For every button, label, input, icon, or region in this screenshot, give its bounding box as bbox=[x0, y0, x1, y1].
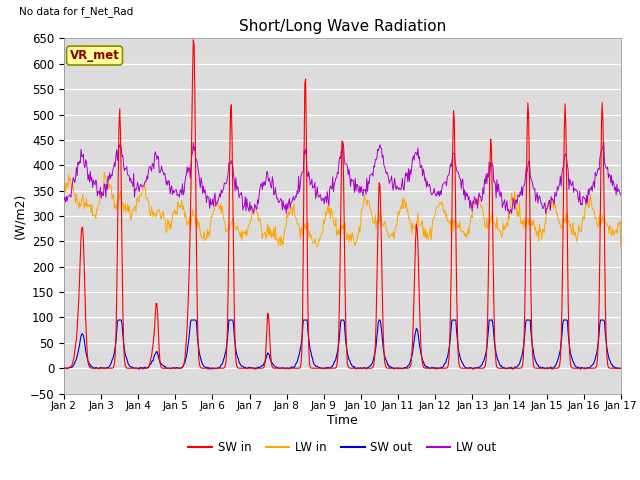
SW in bbox=[282, 365, 290, 371]
LW in bbox=[412, 226, 419, 232]
LW out bbox=[214, 198, 222, 204]
SW in bbox=[189, 37, 197, 43]
Line: LW out: LW out bbox=[64, 143, 621, 214]
LW out bbox=[506, 211, 513, 216]
SW in bbox=[127, 365, 135, 371]
SW out bbox=[60, 365, 68, 371]
LW out bbox=[127, 180, 135, 185]
Title: Short/Long Wave Radiation: Short/Long Wave Radiation bbox=[239, 20, 446, 35]
LW out bbox=[189, 140, 197, 145]
LW out bbox=[617, 192, 625, 198]
LW out bbox=[428, 191, 435, 197]
SW out bbox=[617, 366, 625, 372]
SW in bbox=[428, 365, 436, 371]
Line: SW in: SW in bbox=[64, 40, 621, 368]
X-axis label: Time: Time bbox=[327, 414, 358, 427]
LW in bbox=[428, 228, 436, 234]
SW out bbox=[135, 366, 143, 372]
SW in bbox=[60, 365, 68, 371]
SW in bbox=[214, 365, 222, 371]
SW in bbox=[184, 306, 192, 312]
LW in bbox=[70, 191, 78, 197]
SW out bbox=[215, 364, 223, 370]
Text: VR_met: VR_met bbox=[70, 49, 120, 62]
Text: No data for f_Net_Rad: No data for f_Net_Rad bbox=[19, 6, 134, 17]
LW out bbox=[184, 170, 192, 176]
SW out bbox=[428, 364, 436, 370]
Line: LW in: LW in bbox=[64, 172, 621, 246]
LW in bbox=[100, 169, 108, 175]
SW in bbox=[412, 237, 419, 242]
LW out bbox=[411, 151, 419, 157]
SW out bbox=[70, 361, 78, 367]
SW in bbox=[70, 354, 78, 360]
LW in bbox=[617, 243, 625, 249]
Line: SW out: SW out bbox=[64, 320, 621, 369]
Legend: SW in, LW in, SW out, LW out: SW in, LW in, SW out, LW out bbox=[184, 436, 501, 459]
LW in bbox=[60, 195, 68, 201]
SW in bbox=[617, 365, 625, 371]
LW in bbox=[312, 243, 320, 249]
LW out bbox=[60, 196, 68, 202]
SW out bbox=[128, 365, 136, 371]
LW out bbox=[70, 178, 78, 184]
SW out bbox=[115, 317, 122, 323]
Y-axis label: (W/m2): (W/m2) bbox=[14, 193, 27, 239]
LW in bbox=[128, 208, 136, 214]
LW in bbox=[185, 221, 193, 227]
LW in bbox=[214, 203, 222, 209]
SW out bbox=[186, 330, 193, 336]
SW out bbox=[412, 329, 419, 335]
